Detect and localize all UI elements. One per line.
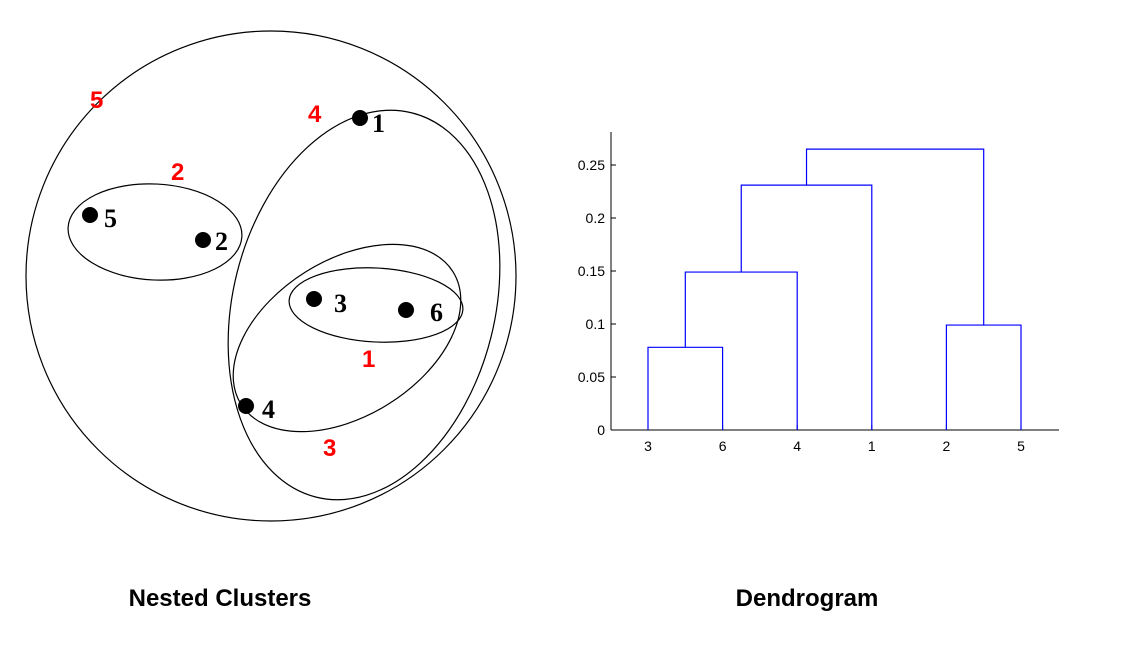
x-tick-label: 1 xyxy=(868,438,876,454)
dendrogram-link-cluster-5 xyxy=(805,148,985,326)
dendrogram-link-cluster-3 xyxy=(684,271,798,430)
cluster-5-label: 5 xyxy=(90,87,103,114)
y-tick-label: 0.05 xyxy=(578,369,605,385)
x-tick-label: 3 xyxy=(644,438,652,454)
x-tick-label: 5 xyxy=(1017,438,1025,454)
cluster-4-label: 4 xyxy=(308,101,322,128)
point-1-dot xyxy=(352,110,368,126)
point-6-dot xyxy=(398,302,414,318)
dendrogram-link-cluster-2 xyxy=(945,324,1022,430)
cluster-4-outline xyxy=(227,109,501,501)
y-tick-group: 0 0.05 0.1 0.15 0.2 0.25 xyxy=(578,157,616,438)
nested-clusters-panel: 1 2 3 4 5 6 1 2 3 4 5 Nested Clusters xyxy=(25,30,517,612)
point-5-label: 5 xyxy=(104,204,117,233)
x-tick-label: 4 xyxy=(793,438,801,454)
y-tick-label: 0.1 xyxy=(586,316,606,332)
cluster-3-outline xyxy=(232,243,462,433)
y-tick-label: 0.15 xyxy=(578,263,605,279)
cluster-3-label: 3 xyxy=(323,435,336,462)
dendrogram-links xyxy=(647,148,1022,430)
point-3-label: 3 xyxy=(334,289,347,318)
cluster-1-outline xyxy=(288,267,464,343)
point-1-label: 1 xyxy=(372,109,385,138)
y-tick-label: 0.25 xyxy=(578,157,605,173)
cluster-5-outline xyxy=(25,30,517,522)
nested-clusters-caption: Nested Clusters xyxy=(129,585,312,612)
point-2-label: 2 xyxy=(215,227,228,256)
cluster-2-outline xyxy=(67,183,243,281)
dendrogram-caption: Dendrogram xyxy=(736,585,879,612)
dendrogram-link-cluster-4 xyxy=(740,184,873,430)
point-3-dot xyxy=(306,291,322,307)
y-tick-label: 0.2 xyxy=(586,210,606,226)
y-tick-label: 0 xyxy=(597,422,605,438)
x-tick-group: 3 6 4 1 2 5 xyxy=(644,425,1025,454)
point-4-label: 4 xyxy=(262,395,275,424)
point-6-label: 6 xyxy=(430,298,443,327)
point-2-dot xyxy=(195,232,211,248)
cluster-1-label: 1 xyxy=(362,346,375,373)
cluster-2-label: 2 xyxy=(171,159,184,186)
x-tick-label: 6 xyxy=(719,438,727,454)
dendrogram-panel: 0 0.05 0.1 0.15 0.2 0.25 3 6 4 1 2 5 Dendrogram xyxy=(578,132,1059,612)
point-4-dot xyxy=(238,398,254,414)
point-5-dot xyxy=(82,207,98,223)
x-tick-label: 2 xyxy=(943,438,951,454)
dendrogram-link-cluster-1 xyxy=(647,346,724,430)
